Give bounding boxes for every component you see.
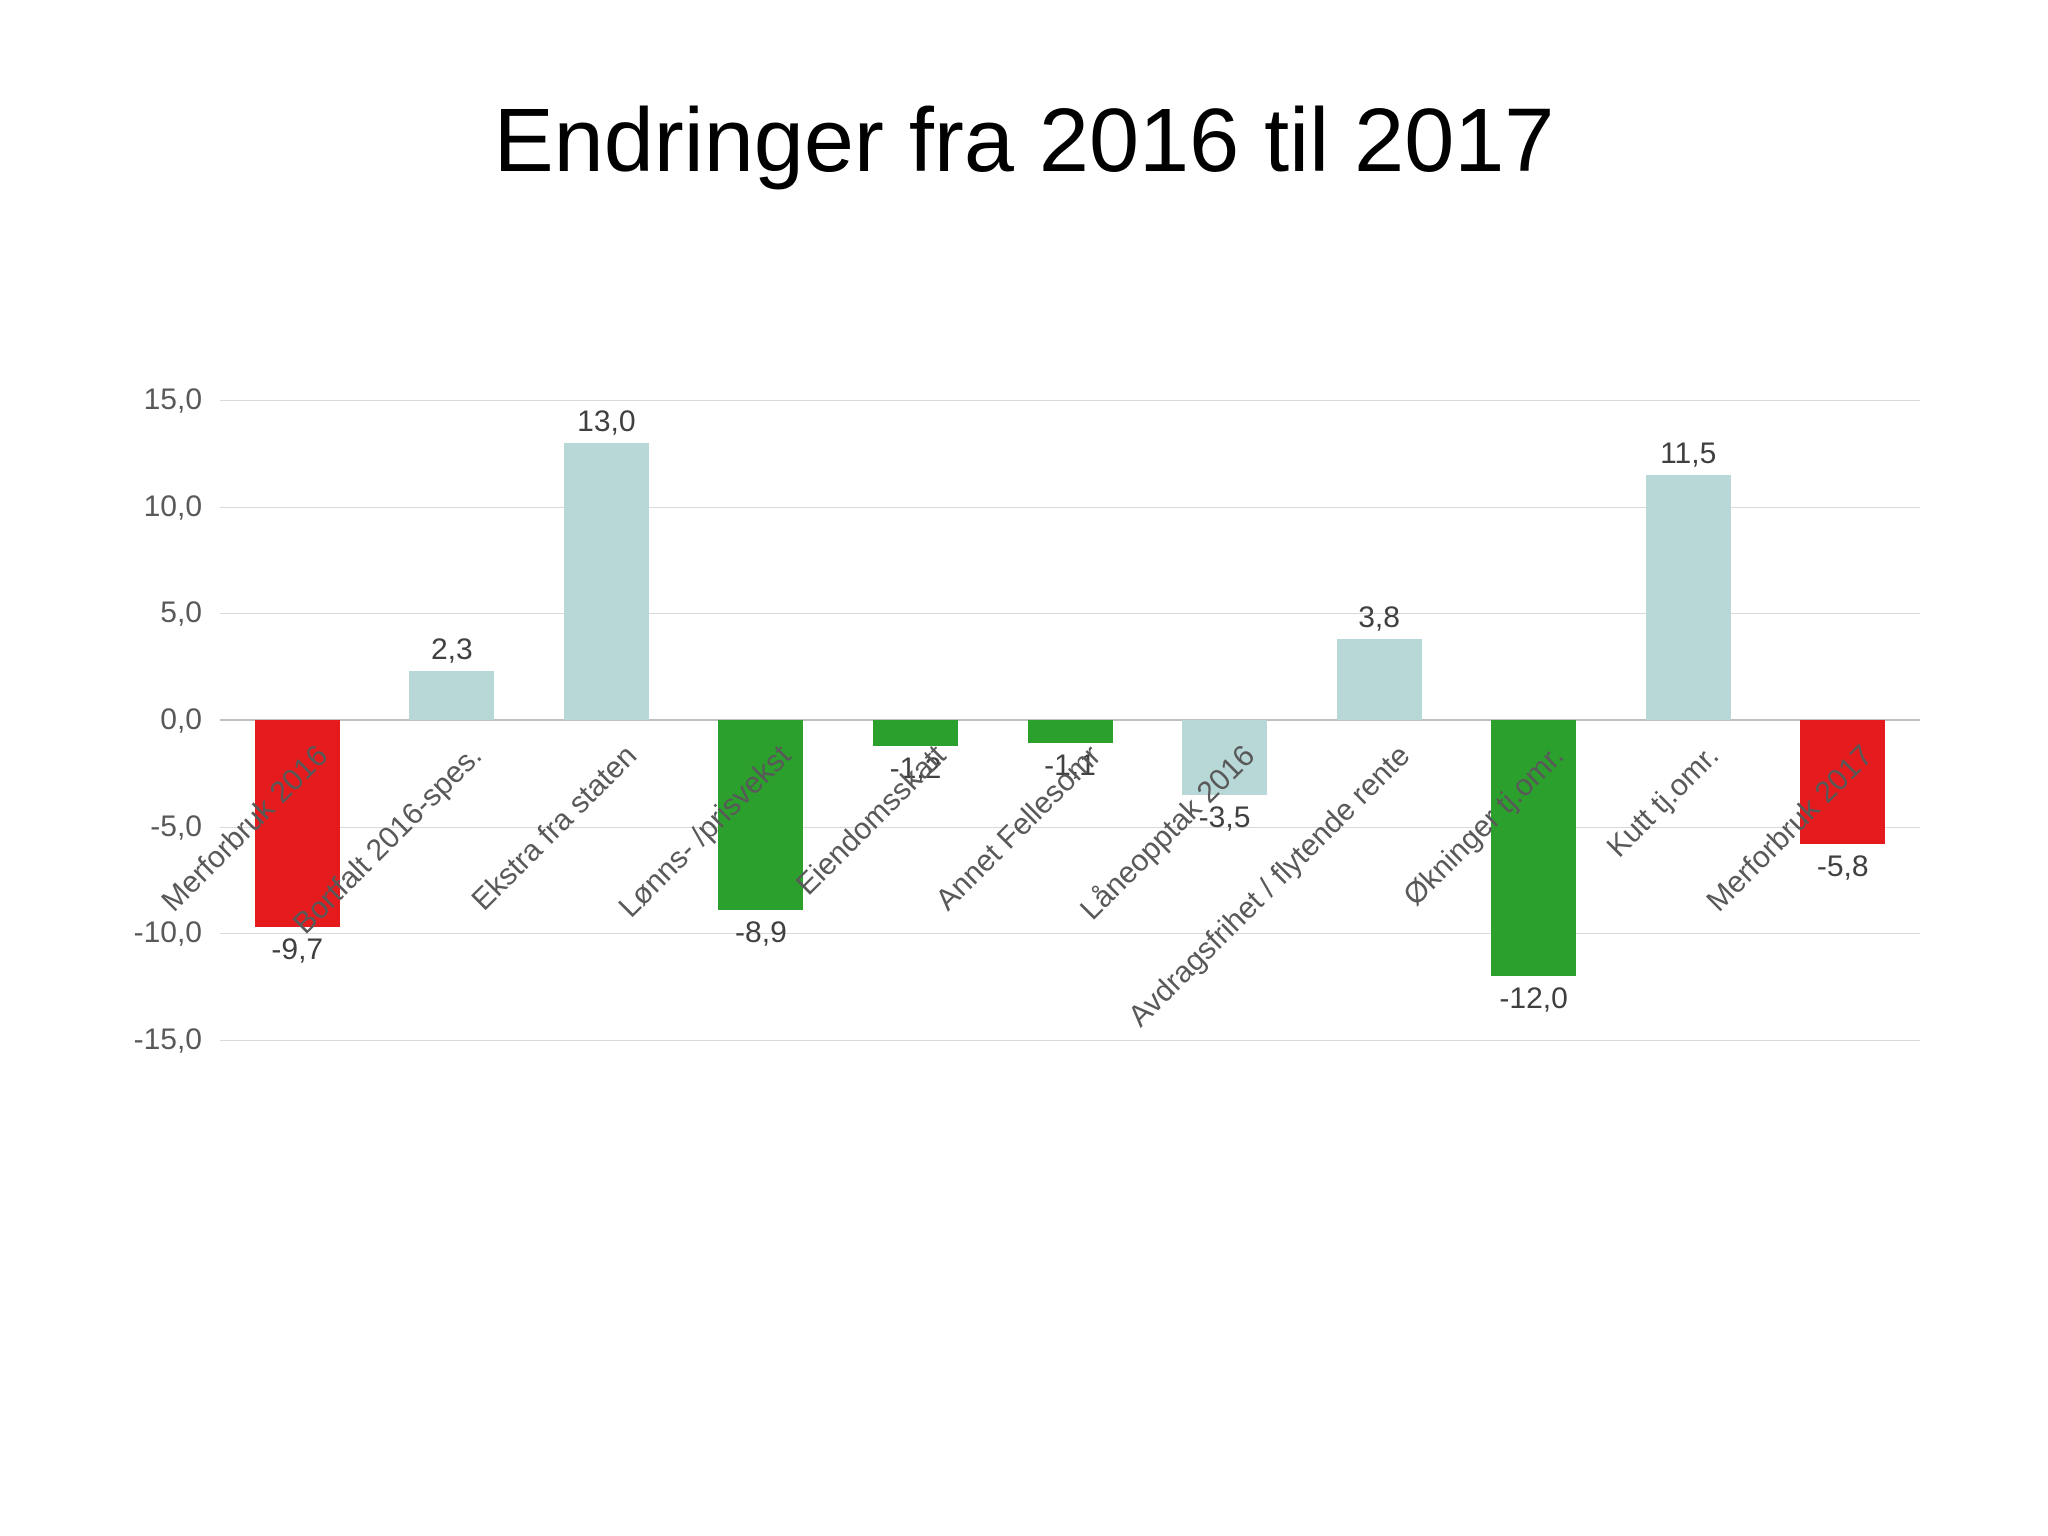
chart-title: Endringer fra 2016 til 2017: [0, 90, 2048, 193]
gridline: [220, 400, 1920, 401]
category-label: Ekstra fra staten: [465, 739, 644, 918]
bar: [873, 720, 958, 746]
bar: [1337, 639, 1422, 720]
data-label: -5,8: [1817, 850, 1869, 884]
data-label: 11,5: [1660, 437, 1716, 471]
data-label: 13,0: [577, 405, 635, 439]
gridline: [220, 827, 1920, 828]
data-label: 3,8: [1358, 601, 1400, 635]
category-label: Kutt tj.omr.: [1600, 739, 1725, 864]
ytick-label: 10,0: [144, 490, 202, 524]
bar: [1028, 720, 1113, 743]
data-label: -8,9: [735, 916, 787, 950]
chart-area: -15,0-10,0-5,00,05,010,015,0-9,7Merforbr…: [220, 400, 1920, 1040]
data-label: -12,0: [1499, 982, 1567, 1016]
category-label: Annet Fellesomr: [929, 739, 1108, 918]
data-label: 2,3: [431, 633, 473, 667]
category-label: Eiendomsskatt: [790, 739, 953, 902]
bar: [564, 443, 649, 720]
ytick-label: 0,0: [160, 703, 202, 737]
ytick-label: -15,0: [134, 1023, 202, 1057]
ytick-label: 5,0: [160, 596, 202, 630]
ytick-label: 15,0: [144, 383, 202, 417]
category-label: Avdragsfrihet / flytende rente: [1122, 739, 1417, 1034]
ytick-label: -10,0: [134, 916, 202, 950]
bar: [1646, 475, 1731, 720]
plot-region: -15,0-10,0-5,00,05,010,015,0-9,7Merforbr…: [220, 400, 1920, 1040]
gridline: [220, 933, 1920, 934]
bar: [409, 671, 494, 720]
ytick-label: -5,0: [150, 810, 202, 844]
gridline: [220, 1040, 1920, 1041]
data-label: -9,7: [271, 933, 323, 967]
